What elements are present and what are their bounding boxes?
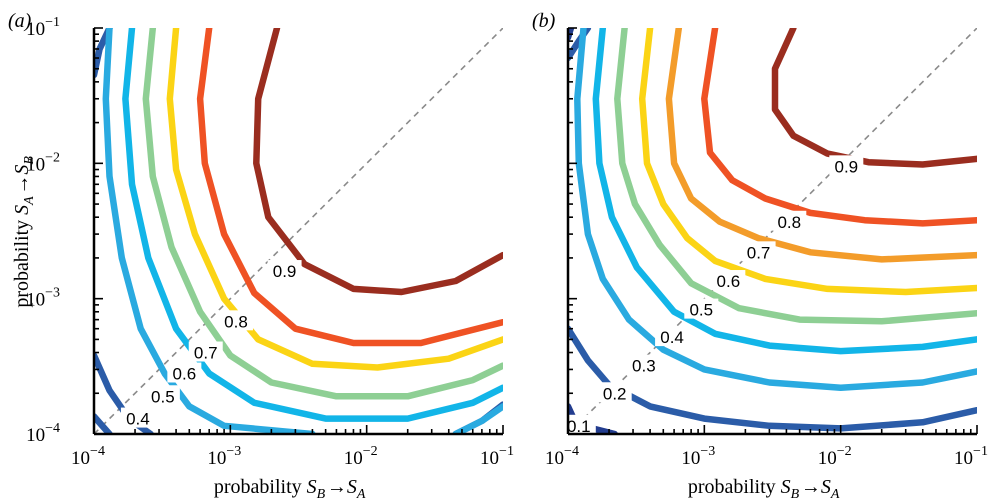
contour-line-0.6: [638, 28, 977, 296]
contour-label: 0.9: [834, 157, 858, 176]
contour-label-bg: [561, 414, 596, 435]
contour-label-bg: [120, 407, 155, 428]
contour-line-0.4: [102, 28, 316, 434]
contour-line-0.9: [771, 28, 977, 168]
contour-label: 0.7: [194, 344, 218, 363]
contour-line-0.7: [665, 28, 977, 263]
contour-label: 0.5: [689, 301, 713, 320]
contour-label: 0.8: [224, 312, 248, 331]
y-tick-label: 10−4: [26, 421, 60, 446]
contour-label: 0.9: [273, 262, 297, 281]
contour-label-bg: [711, 270, 746, 291]
panel-label: (b): [532, 10, 556, 32]
contour-label: 0.1: [567, 417, 591, 436]
contour-line-0.6: [142, 28, 503, 400]
y-tick-label: 10−2: [26, 150, 60, 175]
contour-label: 0.3: [632, 357, 656, 376]
contour-label-bg: [597, 382, 632, 403]
x-tick-label: 10−4: [545, 444, 579, 469]
y-tick-label: 10−3: [26, 286, 60, 311]
x-tick-label: 10−1: [480, 444, 514, 469]
x-tick-label: 10−3: [681, 444, 715, 469]
contour-label-bg: [167, 362, 202, 383]
x-tick-label: 10−1: [954, 444, 988, 469]
contour-label: 0.7: [747, 243, 771, 262]
panel-a: 0.40.5 0.60.7 0.8 0.9 10−4 10−3 10−2 10−1 10−4 10…: [8, 10, 514, 502]
diagonal-dashed-line: [568, 28, 977, 434]
contour-label: 0.5: [151, 387, 175, 406]
y-axis-title: probability SA →SB: [11, 154, 37, 307]
contour-line-0.2: [568, 325, 977, 432]
x-axis-title: probability SB →SA: [214, 476, 367, 502]
x-tick-label: 10−3: [207, 444, 241, 469]
contour-line-0.5: [122, 28, 503, 422]
contour-line-0.9: [253, 28, 503, 296]
contour-line-0.3: [574, 28, 977, 391]
panel-b: 0.1 0.2 0.30.4 0.50.6 0.7 0.8 0.9 10−4 10−3 10−2 1…: [532, 10, 988, 502]
x-tick-label: 10−2: [818, 444, 852, 469]
diagonal-dashed-line: [94, 28, 503, 434]
x-tick-label: 10−4: [71, 444, 105, 469]
contour-label-bg: [267, 260, 302, 281]
contour-label: 0.4: [126, 410, 150, 429]
contour-label-bg: [218, 310, 253, 331]
contour-label-bg: [772, 210, 807, 231]
contour-label-bg: [188, 341, 223, 362]
x-axis-title: probability SB →SA: [688, 476, 841, 502]
contour-label: 0.8: [777, 213, 801, 232]
plot-area: [94, 28, 503, 434]
panel-label: (a): [8, 10, 32, 32]
contour-line-0.4: [452, 403, 503, 434]
contour-label-bg: [626, 354, 661, 375]
contour-label: 0.2: [603, 384, 627, 403]
plot-area: [568, 28, 977, 434]
contour-label: 0.6: [717, 272, 741, 291]
contour-label-bg: [741, 241, 776, 262]
contour-label-bg: [684, 298, 719, 319]
contour-label-bg: [145, 385, 180, 406]
contour-label: 0.4: [660, 328, 684, 347]
contour-line-0.4: [592, 28, 977, 355]
contour-line-0.5: [614, 28, 977, 325]
contour-line-0.8: [701, 28, 977, 227]
contour-line-0.8: [196, 28, 503, 347]
contour-label: 0.6: [173, 364, 197, 383]
x-tick-label: 10−2: [344, 444, 378, 469]
contour-label-bg: [655, 326, 690, 347]
contour-label-bg: [829, 155, 864, 176]
contour-line-0.3: [94, 413, 113, 434]
y-tick-label: 10−1: [26, 15, 60, 40]
